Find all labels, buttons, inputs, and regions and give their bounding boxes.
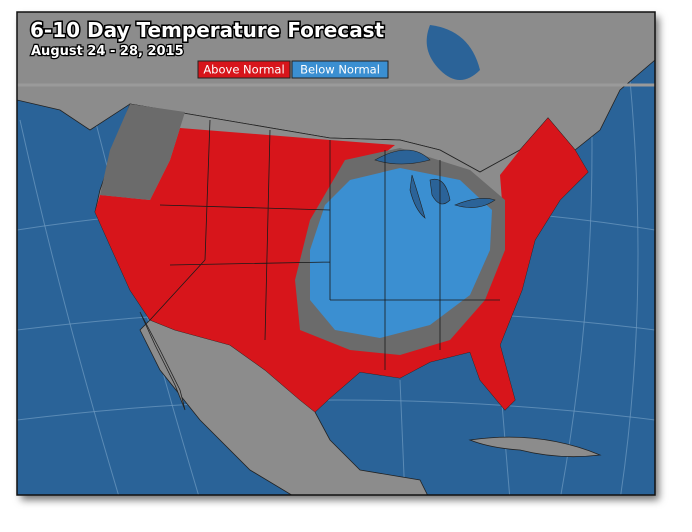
below-normal-area	[310, 168, 492, 338]
cuba	[468, 436, 602, 458]
above-normal-area	[95, 118, 588, 412]
legend-label: Above Normal	[203, 63, 284, 77]
state-borders	[149, 119, 500, 370]
title: 6-10 Day Temperature Forecast	[30, 18, 385, 42]
subtitle: August 24 - 28, 2015	[31, 44, 184, 59]
baja	[139, 311, 186, 411]
frame-border	[16, 11, 656, 496]
great-lakes	[374, 149, 496, 219]
legend-swatch	[197, 60, 291, 79]
legend-swatch	[291, 60, 389, 79]
near-normal-nw	[100, 104, 185, 200]
hudson-bay	[426, 25, 480, 80]
map-body	[17, 12, 655, 495]
legend-label: Below Normal	[300, 63, 380, 77]
legend: Above Normal Below Normal	[197, 60, 389, 79]
